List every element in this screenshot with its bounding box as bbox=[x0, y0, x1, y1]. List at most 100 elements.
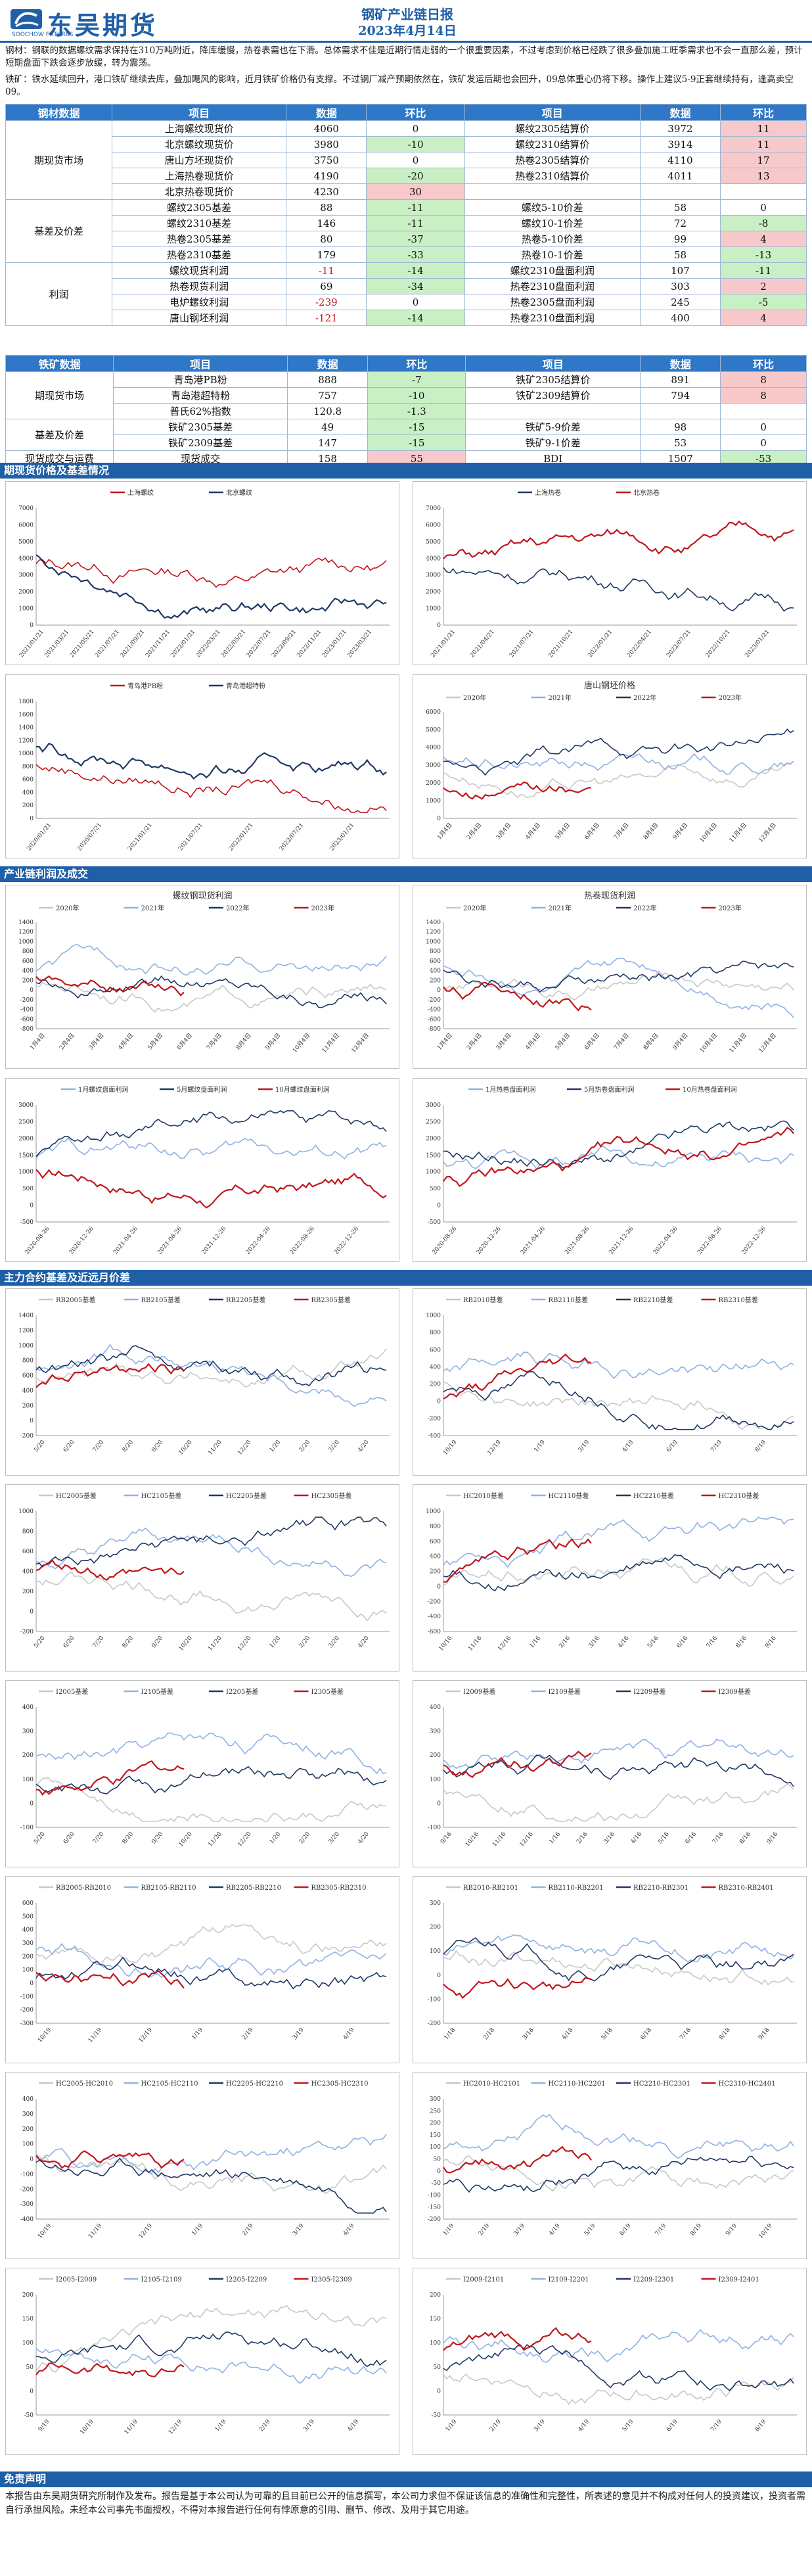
row-change-right: 4 bbox=[720, 310, 807, 326]
table-group-label: 利润 bbox=[5, 262, 112, 326]
legend-entry: 2021年 bbox=[549, 693, 572, 702]
chart-svg: I2009基差 I2109基差 I2209基差 I2309基差 -100 0 100 200 3… bbox=[428, 1687, 797, 1848]
row-change-left: -7 bbox=[367, 371, 466, 388]
x-tick-label: 3/20 bbox=[327, 1439, 341, 1453]
row-item-left: 普氏62%指数 bbox=[113, 403, 288, 419]
y-tick-label: 0 bbox=[30, 987, 34, 994]
row-change-left: 0 bbox=[366, 120, 465, 137]
x-tick-label: 3/18 bbox=[522, 2026, 535, 2041]
x-tick-label: 2022-08-26 bbox=[696, 1225, 723, 1255]
row-change-left: 0 bbox=[366, 152, 465, 168]
legend-entry: HC2110基差 bbox=[549, 1491, 589, 1500]
x-tick-label: 1/19 bbox=[214, 2418, 228, 2433]
row-change-left: -33 bbox=[366, 246, 465, 263]
x-tick-label: 6/19 bbox=[665, 2418, 679, 2433]
row-item-left: 电炉螺纹利润 bbox=[111, 294, 287, 310]
series-line bbox=[443, 1146, 794, 1170]
y-tick-label: 1000 bbox=[426, 939, 441, 945]
legend-entry: 2021年 bbox=[141, 904, 164, 912]
row-value-right: 4011 bbox=[639, 168, 721, 184]
x-tick-label: 10月4日 bbox=[698, 1032, 719, 1054]
row-item-right: 热卷2310盘面利润 bbox=[464, 278, 641, 294]
legend-entry: 2021年 bbox=[549, 904, 572, 912]
x-tick-label: 5/19 bbox=[621, 2418, 635, 2433]
x-tick-label: 1/19 bbox=[442, 2222, 456, 2237]
report-title: 钢矿产业链日报 bbox=[361, 7, 453, 22]
series-line bbox=[35, 557, 387, 588]
row-change-right: -8 bbox=[720, 215, 807, 231]
legend-entry: RB2110-RB2201 bbox=[549, 1885, 604, 1892]
row-change-right: 0 bbox=[720, 199, 807, 216]
series-line bbox=[443, 2329, 794, 2363]
y-tick-label: 1000 bbox=[18, 1509, 34, 1515]
y-tick-label: -200 bbox=[20, 997, 34, 1004]
row-change-left: -15 bbox=[367, 419, 466, 435]
x-tick-label: 2/19 bbox=[489, 2418, 503, 2433]
legend-entry: 上海热卷 bbox=[535, 488, 561, 497]
x-tick-label: 5月4日 bbox=[147, 1032, 164, 1052]
series-line bbox=[35, 2134, 387, 2174]
x-tick-label: 2021/09/21 bbox=[120, 629, 147, 659]
x-tick-label: 2021-08-26 bbox=[156, 1225, 183, 1255]
x-tick-label: 2/19 bbox=[241, 2222, 255, 2237]
legend-entry: RB2105基差 bbox=[141, 1296, 181, 1304]
x-tick-label: 12/16 bbox=[519, 1831, 535, 1848]
x-tick-label: 3/20 bbox=[327, 1831, 341, 1845]
series-line bbox=[443, 2155, 794, 2192]
row-change-right: 4 bbox=[720, 231, 807, 247]
y-tick-label: 150 bbox=[430, 2132, 441, 2139]
series-line bbox=[443, 1516, 794, 1568]
row-change-right: -5 bbox=[720, 294, 807, 310]
y-tick-label: -100 bbox=[20, 2171, 34, 2178]
x-tick-label: 9/20 bbox=[150, 1439, 164, 1453]
legend-entry: HC2010基差 bbox=[463, 1491, 504, 1500]
table-header-cell: 环比 bbox=[367, 355, 466, 372]
row-item-left: 青岛港PB粉 bbox=[113, 371, 288, 388]
legend-entry: RB2305-RB2310 bbox=[311, 1885, 367, 1892]
series-line bbox=[443, 1937, 794, 1982]
x-tick-label: 11/16 bbox=[491, 1831, 508, 1848]
chart-svg: I2005基差 I2105基差 I2205基差 I2305基差 -100 0 100 200 3… bbox=[20, 1687, 390, 1848]
y-tick-label: 1500 bbox=[18, 1152, 34, 1159]
x-tick-label: 5/20 bbox=[33, 1439, 47, 1453]
x-tick-label: 4/16 bbox=[617, 1635, 631, 1649]
x-tick-label: 10/20 bbox=[178, 1439, 194, 1457]
x-tick-label: 7/19 bbox=[654, 2222, 668, 2237]
x-tick-label: 9月4日 bbox=[671, 822, 689, 841]
legend-entry: RB2010基差 bbox=[463, 1296, 503, 1304]
y-tick-label: 400 bbox=[22, 1927, 34, 1934]
x-tick-label: 2022/01/21 bbox=[587, 629, 614, 659]
x-tick-label: 2021/10/21 bbox=[548, 629, 575, 659]
row-change-left: -15 bbox=[367, 434, 466, 451]
legend-entry: 1月热卷盘面利润 bbox=[485, 1085, 535, 1094]
x-tick-label: 2023/01/21 bbox=[744, 629, 771, 659]
row-change-right: 11 bbox=[720, 120, 807, 137]
row-value-left: 757 bbox=[286, 387, 369, 404]
x-tick-label: 4/19 bbox=[577, 2418, 591, 2433]
series-line bbox=[35, 1345, 387, 1387]
x-tick-label: 2022/04/21 bbox=[626, 629, 653, 659]
x-tick-label: 6/20 bbox=[62, 1635, 76, 1649]
row-item-right: 螺纹2310盘面利润 bbox=[464, 262, 641, 279]
y-tick-label: 0 bbox=[30, 816, 34, 822]
series-line bbox=[443, 960, 794, 993]
y-tick-label: -50 bbox=[432, 2412, 441, 2419]
row-item-right: 铁矿2305结算价 bbox=[465, 371, 641, 388]
x-tick-label: 2/20 bbox=[298, 1831, 312, 1845]
y-tick-label: 200 bbox=[22, 977, 34, 984]
x-tick-label: 5月4日 bbox=[554, 822, 572, 841]
y-tick-label: 50 bbox=[434, 2364, 441, 2371]
y-tick-label: 300 bbox=[22, 2111, 34, 2118]
series-line bbox=[443, 1934, 794, 1963]
x-tick-label: 4/20 bbox=[357, 1635, 371, 1649]
y-tick-label: 50 bbox=[26, 2364, 34, 2371]
y-tick-label: 200 bbox=[22, 1589, 34, 1595]
series-line bbox=[35, 1348, 387, 1388]
series-line bbox=[35, 1137, 387, 1159]
legend-entry: I2309-I2401 bbox=[719, 2276, 759, 2283]
y-tick-label: 5000 bbox=[18, 539, 34, 546]
row-value-right: 58 bbox=[639, 199, 721, 216]
row-change-right: 17 bbox=[720, 152, 807, 168]
row-change-right: 11 bbox=[720, 136, 807, 152]
chart-hc-spread-5-10: HC2005-HC2010 HC2105-HC2110 HC2205-HC2210 H… bbox=[5, 2072, 399, 2259]
